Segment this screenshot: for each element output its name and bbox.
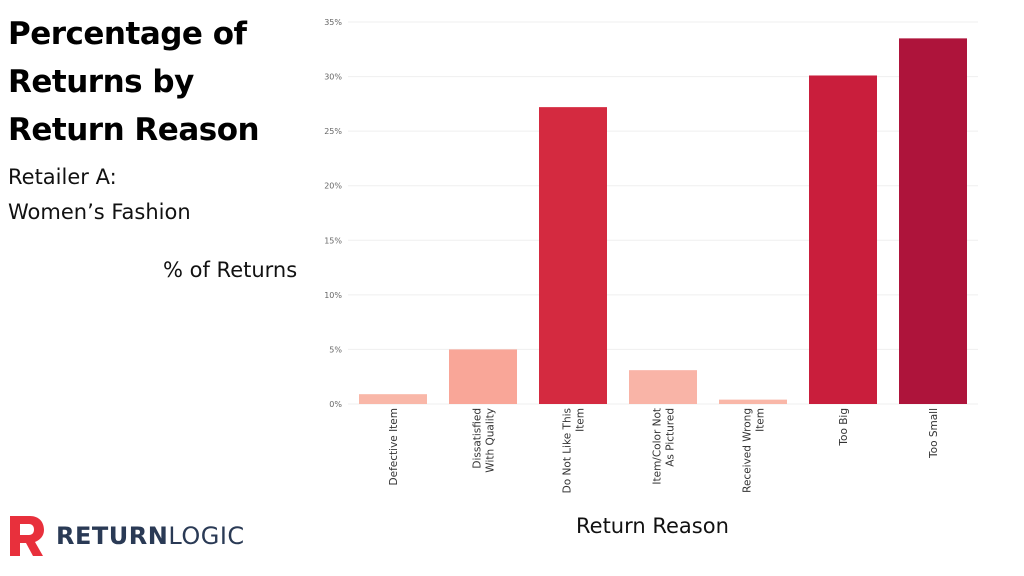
chart-subtitle: Retailer A: Women’s Fashion — [8, 160, 191, 230]
x-tick-label-line: Item — [575, 408, 587, 432]
chart-title: Percentage of Returns by Return Reason — [8, 16, 260, 148]
subtitle-retailer: Retailer A: — [8, 165, 117, 189]
x-tick-label-line: As Pictured — [665, 408, 677, 467]
y-tick-label: 25% — [324, 127, 342, 136]
y-tick-label: 35% — [324, 18, 342, 27]
bar — [449, 349, 517, 404]
y-tick-label: 0% — [329, 400, 342, 409]
subtitle-category: Women’s Fashion — [8, 200, 191, 224]
x-tick-label-line: Defective Item — [388, 408, 400, 485]
y-tick-label: 30% — [324, 73, 342, 82]
x-tick-label-line: Dissatisfied — [472, 408, 484, 469]
x-tick-label-line: Too Big — [838, 408, 850, 447]
x-tick-label: Too Small — [928, 408, 940, 459]
logo-word-logic: LOGIC — [168, 522, 245, 550]
logo-word-return: RETURN — [56, 522, 169, 550]
x-tick-label-line: Item — [755, 408, 767, 432]
y-tick-label: 15% — [324, 236, 342, 245]
x-tick-label-line: Do Not Like This — [562, 408, 574, 493]
x-tick-label: Item/Color Not As Pictured — [652, 408, 677, 485]
logo-wordmark: RETURNLOGIC — [56, 522, 245, 550]
x-tick-label-line: With Quality — [485, 408, 497, 473]
bar — [539, 107, 607, 404]
bar — [629, 370, 697, 404]
bar — [809, 75, 877, 404]
returnlogic-logo: RETURNLOGIC — [6, 512, 245, 560]
x-tick-label: Dissatisfied With Quality — [472, 408, 497, 473]
x-tick-label-line: Received Wrong — [742, 408, 754, 493]
x-tick-label: Defective Item — [388, 408, 400, 485]
y-tick-label: 10% — [324, 291, 342, 300]
x-tick-label: Received Wrong Item — [742, 408, 767, 493]
x-tick-label: Do Not Like This Item — [562, 408, 587, 493]
x-tick-label-line: Too Small — [928, 408, 940, 459]
r-logo-icon — [10, 516, 44, 556]
y-tick-label: 20% — [324, 182, 342, 191]
bar — [359, 394, 427, 404]
x-axis-label: Return Reason — [576, 514, 729, 538]
x-tick-label-line: Item/Color Not — [652, 408, 664, 485]
bar — [899, 38, 967, 404]
y-tick-label: 5% — [329, 345, 342, 354]
y-axis-label: % of Returns — [163, 258, 298, 282]
x-tick-label: Too Big — [838, 408, 850, 447]
bar — [719, 399, 787, 404]
